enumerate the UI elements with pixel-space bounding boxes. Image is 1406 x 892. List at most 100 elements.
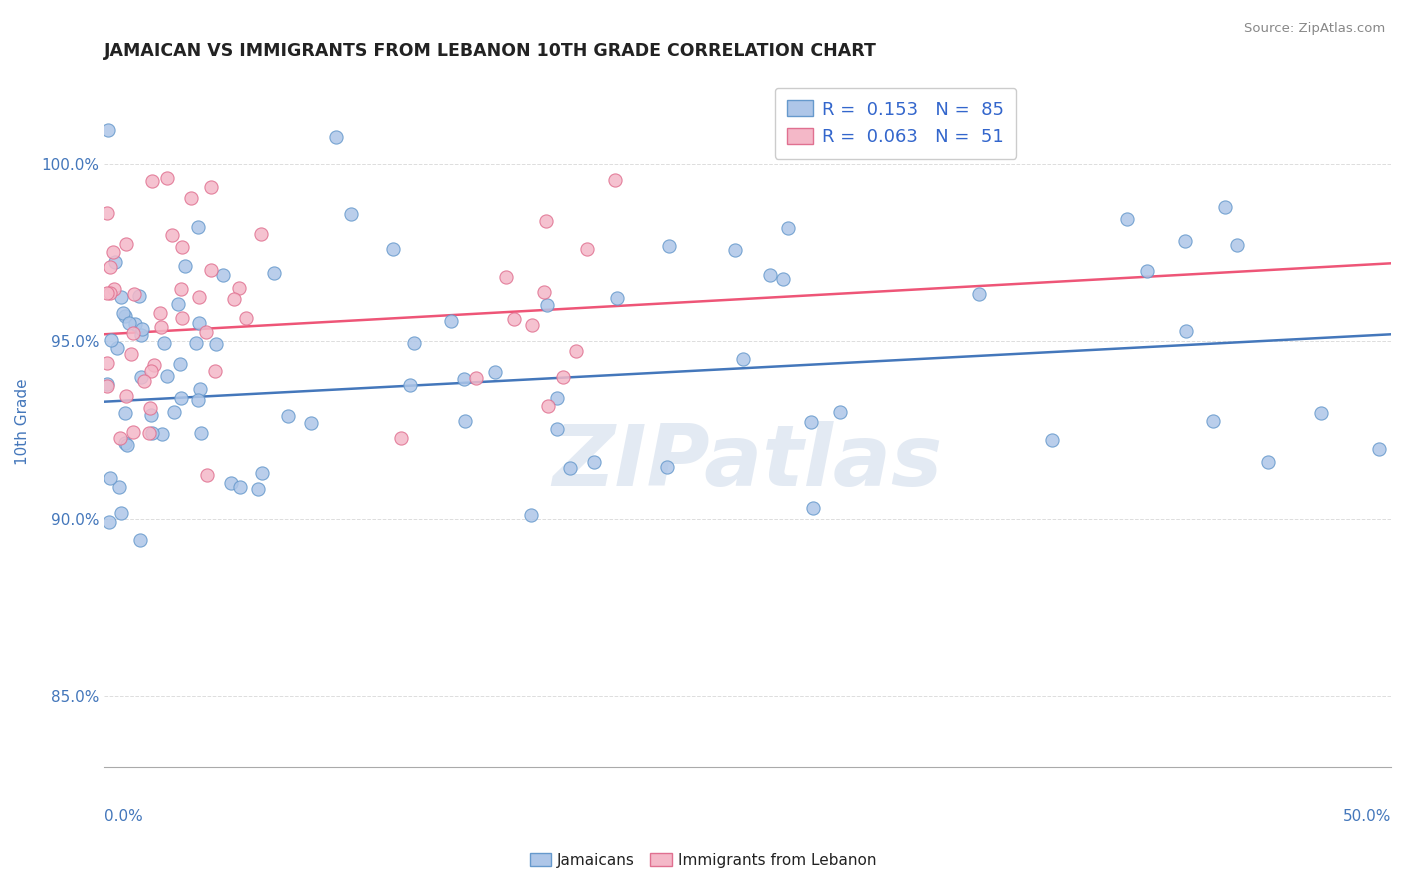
Point (399, 377, 422, 392)
Point (110, 506, 132, 520)
Point (252, 466, 274, 480)
Point (128, 533, 150, 547)
Point (156, 171, 179, 186)
Point (169, 357, 191, 371)
Point (108, 480, 131, 494)
Point (1368, 442, 1391, 457)
Point (96, 379, 118, 393)
Point (381, 242, 404, 256)
Point (967, 287, 990, 301)
Point (96, 377, 118, 392)
Point (1040, 433, 1063, 447)
Point (565, 343, 588, 358)
Point (453, 372, 475, 386)
Point (250, 227, 273, 241)
Point (174, 259, 197, 273)
Point (325, 130, 347, 145)
Point (655, 460, 678, 475)
Point (546, 392, 568, 406)
Point (228, 480, 250, 494)
Point (112, 306, 135, 320)
Point (108, 431, 131, 445)
Y-axis label: 10th Grade: 10th Grade (15, 378, 30, 465)
Point (138, 425, 160, 440)
Point (800, 415, 823, 429)
Point (576, 242, 599, 256)
Point (503, 311, 526, 326)
Point (200, 263, 222, 277)
Point (551, 369, 574, 384)
Point (1115, 212, 1137, 227)
Point (96, 205, 118, 219)
Point (186, 336, 208, 351)
Point (96, 356, 118, 370)
Point (134, 374, 156, 388)
Point (96, 285, 118, 300)
Point (440, 314, 463, 328)
Point (211, 268, 233, 282)
Legend: Jamaicans, Immigrants from Lebanon: Jamaicans, Immigrants from Lebanon (523, 847, 883, 873)
Point (759, 268, 782, 282)
Point (658, 239, 681, 253)
Point (195, 467, 218, 482)
Point (115, 438, 138, 452)
Point (131, 322, 153, 336)
Point (200, 180, 222, 194)
Point (103, 282, 125, 296)
Point (120, 347, 142, 361)
Point (98, 285, 121, 300)
Point (1174, 324, 1197, 338)
Text: 0.0%: 0.0% (104, 809, 143, 824)
Text: JAMAICAN VS IMMIGRANTS FROM LEBANON 10TH GRADE CORRELATION CHART: JAMAICAN VS IMMIGRANTS FROM LEBANON 10TH… (104, 42, 877, 60)
Point (170, 281, 193, 295)
Point (131, 328, 153, 343)
Point (204, 364, 226, 378)
Point (148, 306, 170, 320)
Point (139, 401, 162, 416)
Point (152, 336, 174, 351)
Point (246, 483, 269, 497)
Point (1136, 264, 1159, 278)
Point (114, 406, 136, 420)
Legend: R =  0.153   N =  85, R =  0.063   N =  51: R = 0.153 N = 85, R = 0.063 N = 51 (775, 87, 1017, 159)
Point (163, 405, 186, 419)
Point (143, 358, 166, 372)
Point (124, 317, 146, 331)
Point (180, 191, 202, 205)
Point (495, 270, 517, 285)
Point (170, 240, 193, 254)
Point (778, 220, 800, 235)
Text: 50.0%: 50.0% (1343, 809, 1391, 824)
Point (235, 310, 257, 325)
Point (170, 311, 193, 326)
Point (299, 416, 322, 430)
Point (115, 236, 138, 251)
Point (156, 368, 179, 383)
Point (484, 365, 506, 379)
Point (263, 266, 285, 280)
Point (121, 326, 143, 340)
Text: Source: ZipAtlas.com: Source: ZipAtlas.com (1244, 22, 1385, 36)
Point (195, 325, 218, 339)
Point (1202, 414, 1225, 428)
Point (1309, 406, 1331, 420)
Point (454, 414, 477, 428)
Point (190, 425, 212, 440)
Point (131, 369, 153, 384)
Point (1213, 201, 1236, 215)
Point (277, 409, 299, 423)
Point (389, 431, 412, 445)
Point (1257, 455, 1279, 469)
Point (228, 281, 250, 295)
Point (733, 352, 755, 367)
Point (103, 254, 125, 268)
Point (222, 292, 245, 306)
Point (141, 426, 163, 441)
Point (536, 214, 558, 228)
Point (100, 333, 122, 347)
Point (187, 220, 209, 235)
Point (520, 318, 543, 332)
Point (167, 297, 190, 311)
Point (98, 471, 121, 485)
Point (1174, 235, 1197, 249)
